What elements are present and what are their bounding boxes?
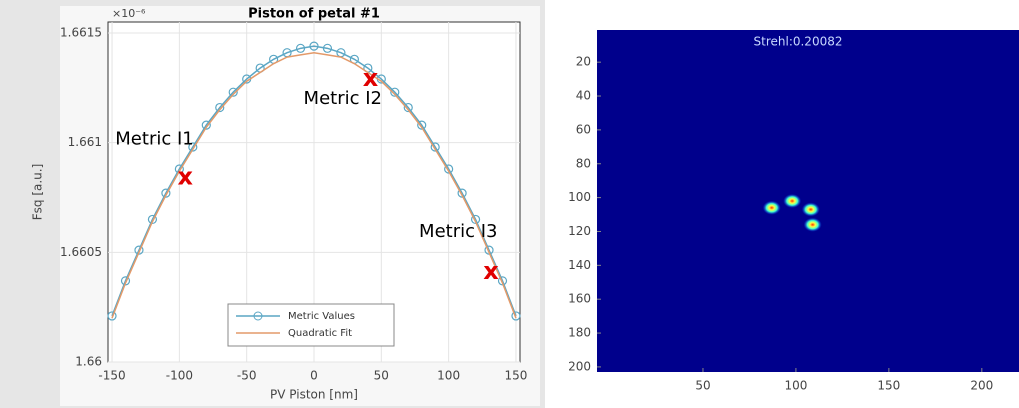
- x-tick-label: -100: [166, 369, 193, 383]
- y-tick-label: 80: [576, 156, 591, 170]
- image-area: [597, 30, 1019, 372]
- y-tick-label: 160: [568, 292, 591, 306]
- x-tick-label: 200: [970, 379, 993, 393]
- x-tick-label: -50: [237, 369, 257, 383]
- x-axis-label: PV Piston [nm]: [270, 388, 358, 402]
- annotation-label: Metric I2: [304, 88, 382, 109]
- y-tick-label: 20: [576, 55, 591, 69]
- x-tick-label: 50: [695, 379, 710, 393]
- y-tick-label: 1.66: [75, 355, 102, 369]
- y-tick-label: 1.6605: [60, 245, 102, 259]
- intensity-spot: [804, 218, 822, 232]
- y-axis-label: Fsq [a.u.]: [31, 164, 45, 221]
- legend-label: Quadratic Fit: [288, 328, 352, 339]
- figure: -150 -100 -50 0 50 100 150 1.66 1.6605 1.661 1.661…: [0, 0, 1019, 408]
- y-tick-label: 200: [568, 359, 591, 373]
- intensity-spot: [783, 194, 801, 208]
- y-tick-label: 120: [568, 224, 591, 238]
- y-tick-label: 40: [576, 89, 591, 103]
- y-tick-label: 100: [568, 190, 591, 204]
- y-tick-label: 180: [568, 326, 591, 340]
- y-tick-label: 1.661: [68, 135, 102, 149]
- annotation-label: Metric I1: [115, 129, 193, 150]
- x-tick-label: 150: [505, 369, 528, 383]
- axis-multiplier: ×10⁻⁶: [112, 7, 146, 20]
- chart-title: Strehl:0.20082: [754, 35, 843, 49]
- y-tick-label: 1.6615: [60, 25, 102, 39]
- annotation-label: Metric I3: [419, 221, 497, 242]
- x-tick-label: 150: [877, 379, 900, 393]
- chart-title: Piston of petal #1: [248, 7, 380, 22]
- intensity-spot: [763, 201, 781, 215]
- x-tick-label: 100: [437, 369, 460, 383]
- y-tick-label: 140: [568, 258, 591, 272]
- y-tick-label: 60: [576, 122, 591, 136]
- x-tick-label: 50: [374, 369, 389, 383]
- x-tick-label: 0: [310, 369, 318, 383]
- x-tick-label: -150: [98, 369, 125, 383]
- intensity-spot: [802, 202, 820, 216]
- legend-label: Metric Values: [288, 311, 355, 322]
- annotation-marker: x: [178, 163, 194, 191]
- annotation-marker: x: [483, 257, 499, 285]
- x-tick-label: 100: [784, 379, 807, 393]
